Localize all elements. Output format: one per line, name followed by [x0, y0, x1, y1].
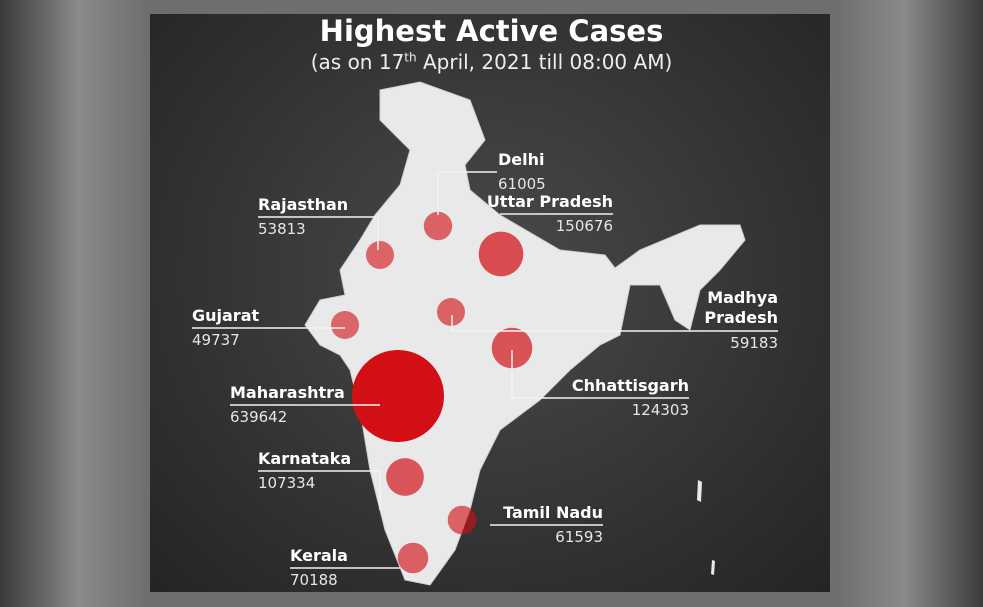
leader-line	[258, 470, 381, 510]
state-value: 107334	[258, 474, 316, 492]
leader-line	[258, 216, 379, 250]
subtitle-text: (as on 17	[310, 50, 405, 74]
state-value: 70188	[290, 571, 338, 589]
state-value: 639642	[230, 408, 288, 426]
subtitle-superscript: th	[404, 50, 417, 65]
case-bubble	[352, 350, 444, 442]
state-name: Karnataka	[258, 449, 352, 468]
leader-line	[511, 350, 689, 399]
state-name: Madhya Pradesh	[704, 288, 778, 327]
state-name: Tamil Nadu	[503, 503, 603, 522]
state-value: 53813	[258, 220, 306, 238]
subtitle: (as on 17th April, 2021 till 08:00 AM)	[0, 50, 983, 74]
case-bubble	[423, 211, 453, 241]
state-value: 61593	[555, 528, 603, 546]
state-name: Chhattisgarh	[571, 376, 689, 395]
case-bubble	[397, 542, 429, 574]
state-value: 61005	[498, 175, 546, 193]
case-bubble	[478, 231, 524, 277]
case-bubble	[437, 298, 465, 326]
state-name: Rajasthan	[258, 195, 349, 214]
state-name: Gujarat	[192, 306, 260, 325]
title: Highest Active Cases	[319, 14, 664, 48]
case-bubble	[491, 327, 533, 369]
case-bubble	[331, 311, 359, 339]
state-name: Uttar Pradesh	[486, 192, 613, 211]
leader-line	[437, 171, 497, 215]
state-name: Kerala	[290, 546, 348, 565]
case-bubble	[366, 241, 394, 269]
state-name: Maharashtra	[230, 383, 345, 402]
state-name: Delhi	[498, 150, 545, 169]
subtitle-text: April, 2021 till 08:00 AM)	[416, 50, 673, 74]
state-value: 124303	[631, 401, 689, 419]
case-bubble	[386, 458, 424, 496]
leader-line	[451, 315, 778, 332]
state-value: 59183	[730, 334, 778, 352]
islands	[697, 480, 715, 575]
case-bubble	[447, 505, 477, 535]
state-value: 49737	[192, 331, 240, 349]
state-value: 150676	[555, 217, 613, 235]
